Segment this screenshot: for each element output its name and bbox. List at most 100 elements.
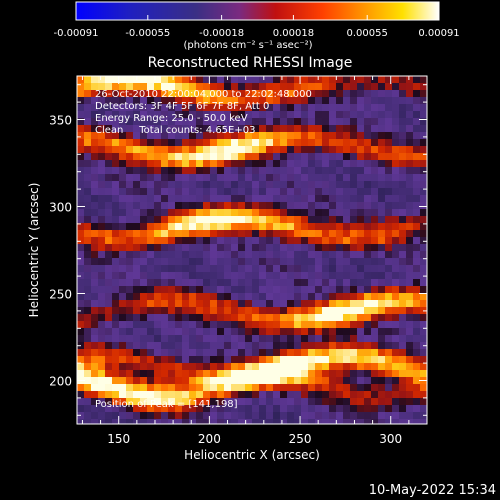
heatmap-cell	[189, 321, 196, 328]
heatmap-cell	[420, 314, 427, 321]
heatmap-cell	[154, 398, 161, 405]
heatmap-cell	[224, 90, 231, 97]
heatmap-cell	[329, 265, 336, 272]
heatmap-cell	[126, 230, 133, 237]
heatmap-cell	[147, 230, 154, 237]
heatmap-cell	[196, 384, 203, 391]
heatmap-cell	[294, 174, 301, 181]
heatmap-cell	[238, 111, 245, 118]
heatmap-cell	[217, 279, 224, 286]
heatmap-cell	[399, 307, 406, 314]
heatmap-cell	[126, 300, 133, 307]
heatmap-cell	[133, 356, 140, 363]
heatmap-cell	[420, 83, 427, 90]
heatmap-cell	[91, 76, 98, 83]
heatmap-cell	[210, 258, 217, 265]
heatmap-cell	[259, 335, 266, 342]
heatmap-cell	[336, 300, 343, 307]
heatmap-cell	[392, 265, 399, 272]
heatmap-cell	[77, 384, 84, 391]
heatmap-cell	[189, 356, 196, 363]
heatmap-cell	[273, 118, 280, 125]
heatmap-cell	[126, 335, 133, 342]
heatmap-cell	[126, 363, 133, 370]
heatmap-cell	[77, 160, 84, 167]
heatmap-cell	[406, 111, 413, 118]
heatmap-cell	[252, 286, 259, 293]
heatmap-cell	[175, 300, 182, 307]
heatmap-cell	[406, 160, 413, 167]
heatmap-cell	[301, 349, 308, 356]
heatmap-cell	[231, 398, 238, 405]
heatmap-cell	[413, 209, 420, 216]
heatmap-cell	[84, 216, 91, 223]
heatmap-cell	[294, 230, 301, 237]
heatmap-cell	[147, 342, 154, 349]
heatmap-cell	[252, 223, 259, 230]
heatmap-cell	[175, 265, 182, 272]
heatmap-cell	[77, 335, 84, 342]
heatmap-cell	[406, 97, 413, 104]
heatmap-cell	[238, 300, 245, 307]
heatmap-cell	[77, 104, 84, 111]
heatmap-cell	[175, 237, 182, 244]
heatmap-cell	[378, 139, 385, 146]
colorbar	[76, 2, 439, 20]
heatmap-cell	[189, 412, 196, 419]
heatmap-cell	[119, 97, 126, 104]
colorbar-tick-label: 0.00018	[273, 28, 314, 39]
heatmap-cell	[168, 76, 175, 83]
heatmap-cell	[385, 76, 392, 83]
heatmap-cell	[196, 321, 203, 328]
heatmap-cell	[399, 76, 406, 83]
heatmap-cell	[357, 223, 364, 230]
heatmap-cell	[154, 181, 161, 188]
heatmap-cell	[420, 230, 427, 237]
heatmap-cell	[294, 342, 301, 349]
heatmap-cell	[231, 237, 238, 244]
heatmap-cell	[350, 237, 357, 244]
heatmap-cell	[287, 272, 294, 279]
heatmap-cell	[231, 97, 238, 104]
heatmap-cell	[280, 272, 287, 279]
heatmap-cell	[371, 111, 378, 118]
heatmap-cell	[77, 237, 84, 244]
heatmap-cell	[329, 230, 336, 237]
heatmap-cell	[182, 335, 189, 342]
heatmap-cell	[315, 125, 322, 132]
heatmap-cell	[217, 349, 224, 356]
heatmap-cell	[238, 125, 245, 132]
heatmap-cell	[245, 83, 252, 90]
heatmap-cell	[259, 76, 266, 83]
heatmap-cell	[196, 377, 203, 384]
heatmap-cell	[196, 202, 203, 209]
heatmap-cell	[406, 132, 413, 139]
heatmap-cell	[322, 370, 329, 377]
heatmap-cell	[182, 160, 189, 167]
heatmap-cell	[126, 223, 133, 230]
heatmap-cell	[357, 97, 364, 104]
heatmap-cell	[294, 300, 301, 307]
heatmap-cell	[105, 279, 112, 286]
heatmap-cell	[315, 104, 322, 111]
heatmap-cell	[301, 419, 308, 424]
heatmap-cell	[147, 370, 154, 377]
heatmap-cell	[231, 321, 238, 328]
heatmap-cell	[343, 349, 350, 356]
heatmap-cell	[364, 153, 371, 160]
heatmap-cell	[210, 188, 217, 195]
heatmap-cell	[322, 258, 329, 265]
heatmap-cell	[364, 419, 371, 424]
heatmap-cell	[329, 419, 336, 424]
heatmap-cell	[140, 202, 147, 209]
heatmap-cell	[378, 181, 385, 188]
heatmap-cell	[287, 363, 294, 370]
heatmap-cell	[413, 370, 420, 377]
heatmap-cell	[168, 377, 175, 384]
heatmap-cell	[189, 272, 196, 279]
heatmap-cell	[217, 286, 224, 293]
heatmap-cell	[161, 174, 168, 181]
heatmap-cell	[266, 209, 273, 216]
heatmap-cell	[301, 153, 308, 160]
heatmap-cell	[133, 335, 140, 342]
